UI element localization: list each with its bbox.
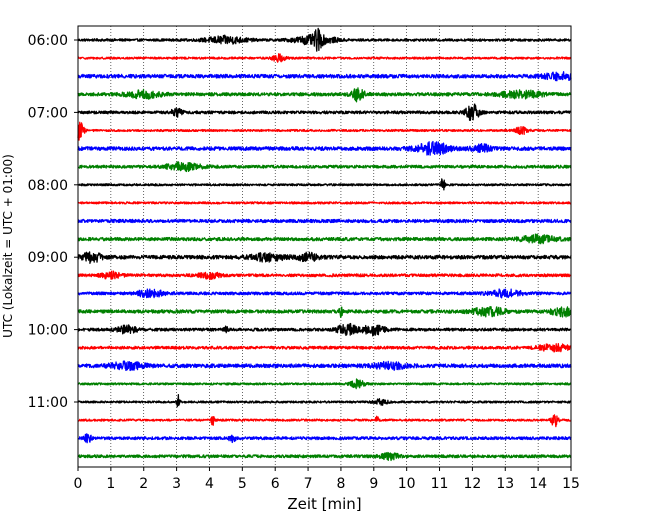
x-tick-label-6: 6 bbox=[271, 476, 280, 492]
trace-0930 bbox=[77, 288, 572, 299]
x-tick-label-12: 12 bbox=[463, 476, 481, 492]
x-tick-label-11: 11 bbox=[431, 476, 449, 492]
trace-1100 bbox=[77, 394, 572, 408]
trace-0715 bbox=[77, 121, 572, 141]
trace-1015 bbox=[77, 343, 572, 353]
trace-0745 bbox=[77, 161, 572, 173]
trace-0830 bbox=[77, 218, 572, 224]
y-axis-label: UTC (Lokalzeit = UTC + 01:00) bbox=[1, 154, 15, 338]
trace-0945 bbox=[77, 305, 572, 319]
trace-0730 bbox=[77, 140, 572, 156]
y-tick-label-07:00: 07:00 bbox=[28, 105, 68, 121]
trace-0600 bbox=[77, 27, 572, 52]
x-tick-label-15: 15 bbox=[562, 476, 580, 492]
y-tick-label-11:00: 11:00 bbox=[28, 395, 68, 411]
x-tick-label-8: 8 bbox=[336, 476, 345, 492]
trace-0630 bbox=[77, 71, 572, 82]
x-tick-label-13: 13 bbox=[496, 476, 514, 492]
trace-1045 bbox=[77, 378, 572, 390]
x-tick-label-4: 4 bbox=[205, 476, 214, 492]
y-tick-label-06:00: 06:00 bbox=[28, 33, 68, 49]
x-tick-label-1: 1 bbox=[106, 476, 115, 492]
axes-frame bbox=[77, 25, 572, 468]
x-axis-label: Zeit [min] bbox=[287, 495, 361, 513]
x-axis: 0 1 2 3 4 5 6 7 8 9 10 11 12 13 14 15 bbox=[74, 467, 580, 492]
traces bbox=[77, 27, 572, 462]
trace-1000 bbox=[77, 322, 572, 337]
x-tick-label-10: 10 bbox=[398, 476, 416, 492]
x-tick-label-3: 3 bbox=[172, 476, 181, 492]
trace-0800 bbox=[77, 178, 572, 191]
trace-0815 bbox=[77, 201, 572, 205]
x-tick-label-14: 14 bbox=[529, 476, 547, 492]
trace-0645 bbox=[77, 87, 572, 103]
trace-1145 bbox=[77, 451, 572, 462]
trace-0615 bbox=[77, 53, 572, 63]
y-axis: 06:00 07:00 08:00 09:00 10:00 11:00 bbox=[28, 33, 78, 411]
trace-0900 bbox=[77, 251, 572, 265]
y-tick-label-08:00: 08:00 bbox=[28, 178, 68, 194]
y-tick-label-09:00: 09:00 bbox=[28, 250, 68, 266]
x-tick-label-7: 7 bbox=[304, 476, 313, 492]
x-tick-label-2: 2 bbox=[139, 476, 148, 492]
y-tick-label-10:00: 10:00 bbox=[28, 323, 68, 339]
trace-0700 bbox=[77, 103, 572, 121]
trace-1115 bbox=[77, 414, 572, 428]
trace-1030 bbox=[77, 360, 572, 372]
trace-1130 bbox=[77, 433, 572, 444]
x-tick-label-9: 9 bbox=[369, 476, 378, 492]
trace-0915 bbox=[77, 270, 572, 281]
x-tick-label-0: 0 bbox=[74, 476, 83, 492]
trace-0845 bbox=[77, 233, 572, 245]
x-tick-label-5: 5 bbox=[238, 476, 247, 492]
